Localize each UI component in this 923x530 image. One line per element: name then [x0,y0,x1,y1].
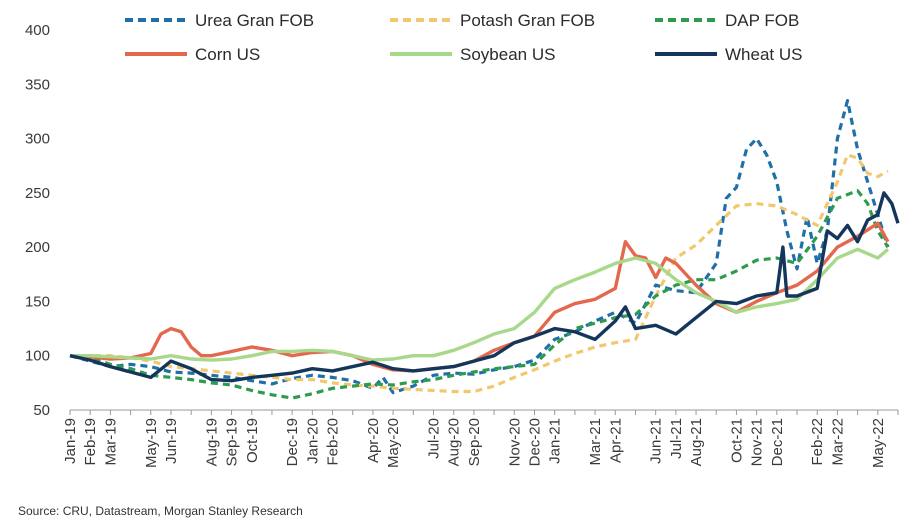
y-tick-label-200: 200 [25,239,50,256]
x-tick-label-jul-21: Jul-21 [668,418,685,459]
series-line-dap-fob [69,189,890,400]
x-tick-label-nov-20: Nov-20 [506,418,523,466]
y-tick-label-400: 400 [25,22,50,39]
series-line-soybean-us [70,247,890,362]
y-tick-label-100: 100 [25,348,50,365]
x-tick-label-aug-19: Aug-19 [203,418,220,466]
legend-label-urea-gran-fob: Urea Gran FOB [195,11,314,30]
x-tick-label-oct-19: Oct-19 [244,418,261,463]
x-tick-label-feb-19: Feb-19 [82,418,99,466]
x-tick-label-oct-21: Oct-21 [728,418,745,463]
x-tick-label-apr-21: Apr-21 [607,418,624,463]
x-tick-label-mar-21: Mar-21 [587,418,604,466]
x-tick-label-feb-20: Feb-20 [325,418,342,466]
x-tick-label-may-19: May-19 [143,418,160,468]
series-line-potash-gran-fob [70,153,889,394]
y-tick-label-350: 350 [25,76,50,93]
x-tick-label-jul-20: Jul-20 [426,418,443,459]
x-tick-label-mar-19: Mar-19 [102,418,119,466]
y-tick-label-250: 250 [25,185,50,202]
x-tick-label-dec-19: Dec-19 [284,418,301,466]
x-tick-label-sep-19: Sep-19 [224,418,241,466]
x-tick-label-sep-20: Sep-20 [466,418,483,466]
series-group [69,99,900,400]
y-axis: 50 100 150 200 250 300 350 400 [25,22,50,419]
legend-label-potash-gran-fob: Potash Gran FOB [460,11,595,30]
legend: Urea Gran FOB Potash Gran FOB DAP FOB Corn … [125,11,802,64]
x-tick-label-jan-21: Jan-21 [547,418,564,464]
series-line-corn-us [69,221,890,373]
x-tick-label-mar-22: Mar-22 [829,418,846,466]
x-tick-label-jan-20: Jan-20 [304,418,321,464]
x-tick-label-feb-22: Feb-22 [809,418,826,466]
legend-label-corn-us: Corn US [195,45,260,64]
x-tick-label-aug-20: Aug-20 [446,418,463,466]
x-tick-label-jan-19: Jan-19 [62,418,79,464]
x-tick-label-dec-20: Dec-20 [526,418,543,466]
x-tick-label-dec-21: Dec-21 [769,418,786,466]
legend-label-dap-fob: DAP FOB [725,11,799,30]
x-tick-label-jun-19: Jun-19 [163,418,180,464]
legend-label-wheat-us: Wheat US [725,45,802,64]
x-tick-label-may-22: May-22 [870,418,887,468]
x-tick-label-may-20: May-20 [385,418,402,468]
x-tick-label-nov-21: Nov-21 [749,418,766,466]
series-line-wheat-us [69,191,900,383]
x-tick-label-apr-20: Apr-20 [365,418,382,463]
x-axis: Jan-19 Feb-19 Mar-19 May-19 Jun-19 Aug-19 Sep-… [62,409,899,468]
x-tick-label-aug-21: Aug-21 [688,418,705,466]
source-note: Source: CRU, Datastream, Morgan Stanley … [18,504,303,518]
y-tick-label-50: 50 [33,402,50,419]
y-tick-label-300: 300 [25,131,50,148]
x-tick-label-jun-21: Jun-21 [648,418,665,464]
legend-label-soybean-us: Soybean US [460,45,555,64]
y-tick-label-150: 150 [25,293,50,310]
